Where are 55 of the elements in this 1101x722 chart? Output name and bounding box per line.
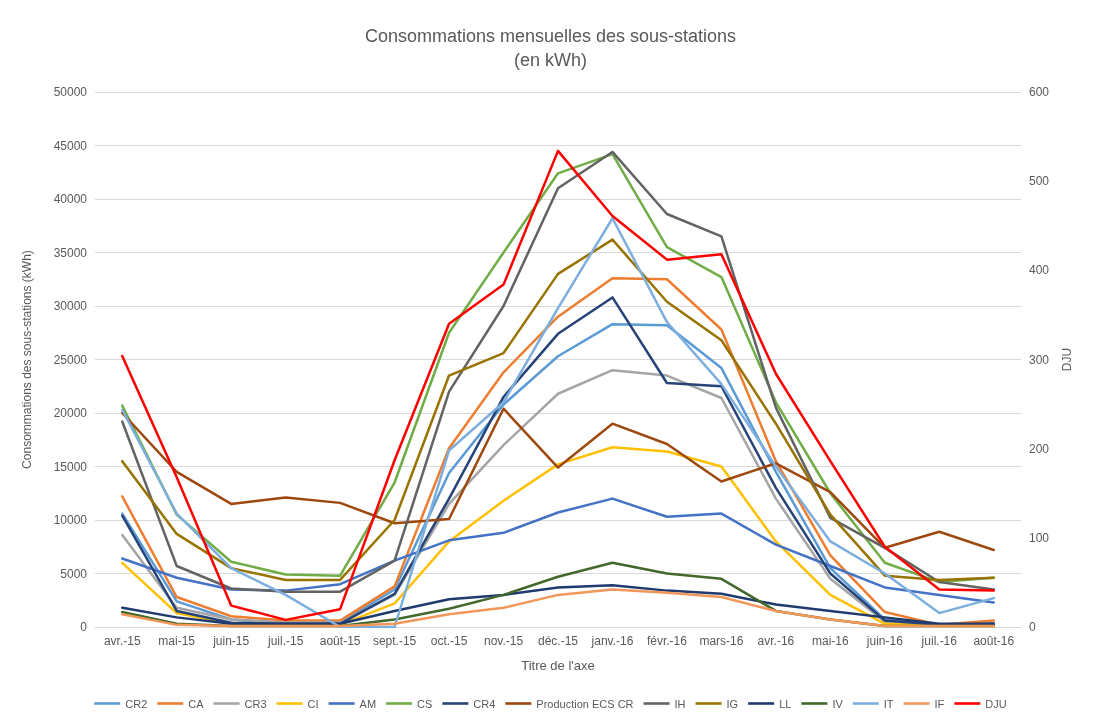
- y2-axis-title: DJU: [1060, 347, 1074, 372]
- legend-label: LL: [779, 697, 792, 710]
- y-tick-label: 15000: [53, 459, 88, 474]
- x-tick-label: déc.-15: [537, 634, 579, 648]
- legend-label: AM: [359, 697, 377, 710]
- y2-tick-label: 300: [1029, 352, 1050, 367]
- x-tick-label: janv.-16: [590, 634, 634, 648]
- y2-tick-label: 0: [1029, 620, 1036, 634]
- y-axis-title: Consommations des sous-stations (kWh): [20, 250, 34, 469]
- x-tick-label: sept.-15: [372, 634, 417, 648]
- y-tick-label: 40000: [53, 192, 88, 206]
- x-tick-label: mars-16: [699, 634, 744, 648]
- legend-label: Production ECS CR: [536, 697, 634, 710]
- y2-tick-label: 400: [1029, 263, 1050, 278]
- x-tick-label: mai-16: [812, 634, 850, 648]
- y-tick-label: 35000: [53, 245, 88, 260]
- x-tick-label: oct.-15: [430, 634, 468, 648]
- x-tick-label: mai-15: [158, 634, 196, 648]
- x-tick-label: févr.-16: [646, 634, 688, 648]
- chart-title: Consommations mensuelles des sous-stations: [364, 26, 737, 46]
- y-tick-label: 20000: [53, 406, 88, 420]
- x-tick-label: juil.-15: [266, 634, 304, 648]
- x-axis-title: Titre de l'axe: [521, 658, 595, 673]
- y-tick-label: 45000: [53, 138, 88, 153]
- y-tick-label: 50000: [53, 85, 88, 99]
- y2-tick-label: 500: [1029, 174, 1050, 189]
- x-tick-label: avr.-16: [757, 634, 795, 648]
- x-tick-label: juil.-16: [920, 634, 958, 648]
- y-tick-label: 30000: [53, 299, 88, 313]
- legend-label: CI: [307, 697, 319, 710]
- y-tick-label: 0: [80, 620, 88, 634]
- y-tick-label: 25000: [53, 352, 88, 367]
- legend-label: CR3: [244, 697, 267, 710]
- x-tick-label: août-16: [973, 634, 1015, 648]
- legend-label: IG: [726, 697, 739, 710]
- y2-tick-label: 100: [1029, 530, 1050, 545]
- y-tick-label: 5000: [60, 566, 88, 581]
- legend-label: IF: [934, 697, 945, 710]
- chart-subtitle: (en kWh): [513, 50, 588, 70]
- legend-label: CS: [417, 697, 433, 710]
- x-tick-label: nov.-15: [483, 634, 524, 648]
- x-tick-label: avr.-15: [103, 634, 141, 648]
- x-tick-label: août-15: [319, 634, 361, 648]
- legend-label: DJU: [985, 697, 1007, 710]
- y-tick-label: 10000: [53, 513, 88, 527]
- x-tick-label: juin-16: [865, 634, 904, 648]
- legend-label: IV: [832, 697, 844, 710]
- legend-label: IT: [883, 697, 894, 710]
- y2-tick-label: 200: [1029, 441, 1050, 456]
- legend-label: CA: [188, 697, 205, 710]
- y2-tick-label: 600: [1029, 85, 1050, 99]
- x-tick-label: juin-15: [212, 634, 250, 648]
- legend-label: CR2: [125, 697, 148, 710]
- legend-label: CR4: [473, 697, 496, 710]
- legend-label: IH: [674, 697, 686, 710]
